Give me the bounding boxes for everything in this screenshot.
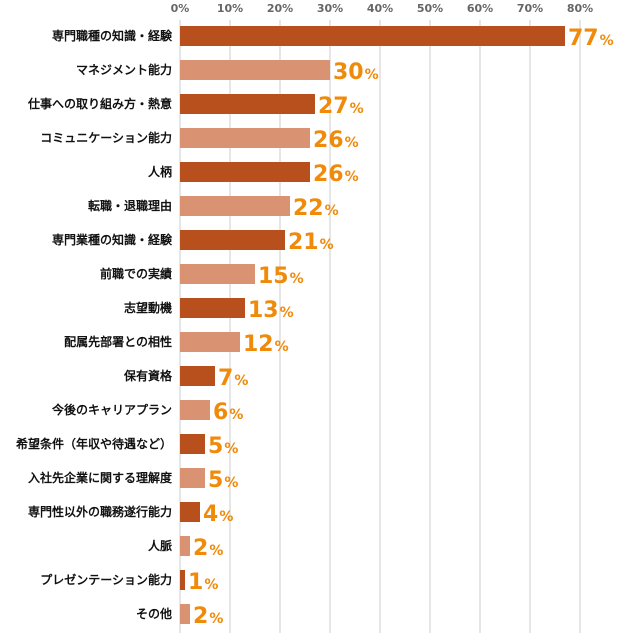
category-label: 志望動機 — [124, 300, 172, 315]
category-label: 人脈 — [148, 538, 172, 553]
bar — [180, 400, 210, 420]
value-label: 13% — [248, 298, 294, 323]
category-label: 人柄 — [148, 164, 172, 179]
category-label: マネジメント能力 — [76, 62, 172, 77]
tick-label: 40% — [367, 2, 393, 15]
bar — [180, 162, 310, 182]
bar — [180, 196, 290, 216]
tick-label: 70% — [517, 2, 543, 15]
bar — [180, 434, 205, 454]
bar — [180, 468, 205, 488]
value-label: 7% — [218, 366, 248, 391]
tick-label: 50% — [417, 2, 443, 15]
value-label: 2% — [193, 604, 223, 629]
category-label: 仕事への取り組み方・熱意 — [27, 96, 172, 111]
value-label: 30% — [333, 60, 379, 85]
category-label: 転職・退職理由 — [88, 198, 172, 213]
value-label: 15% — [258, 264, 304, 289]
value-label: 77% — [568, 26, 614, 51]
value-label: 26% — [313, 162, 359, 187]
category-label: 保有資格 — [123, 368, 173, 383]
category-label: 入社先企業に関する理解度 — [28, 470, 173, 485]
value-label: 12% — [243, 332, 289, 357]
category-label: その他 — [136, 606, 172, 621]
value-label: 6% — [213, 400, 243, 425]
value-label: 2% — [193, 536, 223, 561]
bar — [180, 502, 200, 522]
tick-label: 20% — [267, 2, 293, 15]
bar — [180, 298, 245, 318]
tick-label: 30% — [317, 2, 343, 15]
bar — [180, 60, 330, 80]
tick-label: 80% — [567, 2, 593, 15]
value-label: 21% — [288, 230, 334, 255]
bar — [180, 26, 565, 46]
category-label: 専門性以外の職務遂行能力 — [28, 504, 172, 519]
value-label: 5% — [208, 468, 238, 493]
category-label: 配属先部署との相性 — [64, 334, 172, 349]
bar — [180, 128, 310, 148]
bar — [180, 230, 285, 250]
value-label: 27% — [318, 94, 364, 119]
category-label: 専門業種の知識・経験 — [52, 232, 173, 247]
bar — [180, 94, 315, 114]
bar — [180, 570, 185, 590]
category-label: プレゼンテーション能力 — [40, 572, 172, 587]
bar — [180, 332, 240, 352]
tick-label: 60% — [467, 2, 493, 15]
value-label: 22% — [293, 196, 339, 221]
bar — [180, 264, 255, 284]
value-label: 5% — [208, 434, 238, 459]
category-label: 今後のキャリアプラン — [51, 402, 172, 417]
tick-label: 10% — [217, 2, 243, 15]
value-label: 4% — [203, 502, 233, 527]
category-label: 前職での実績 — [100, 266, 172, 281]
bar — [180, 536, 190, 556]
category-label: 希望条件（年収や待遇など） — [15, 436, 172, 451]
value-label: 26% — [313, 128, 359, 153]
category-label: コミュニケーション能力 — [40, 130, 172, 145]
value-label: 1% — [188, 570, 218, 595]
bar — [180, 366, 215, 386]
tick-label: 0% — [171, 2, 190, 15]
bar — [180, 604, 190, 624]
category-label: 専門職種の知識・経験 — [52, 28, 173, 43]
